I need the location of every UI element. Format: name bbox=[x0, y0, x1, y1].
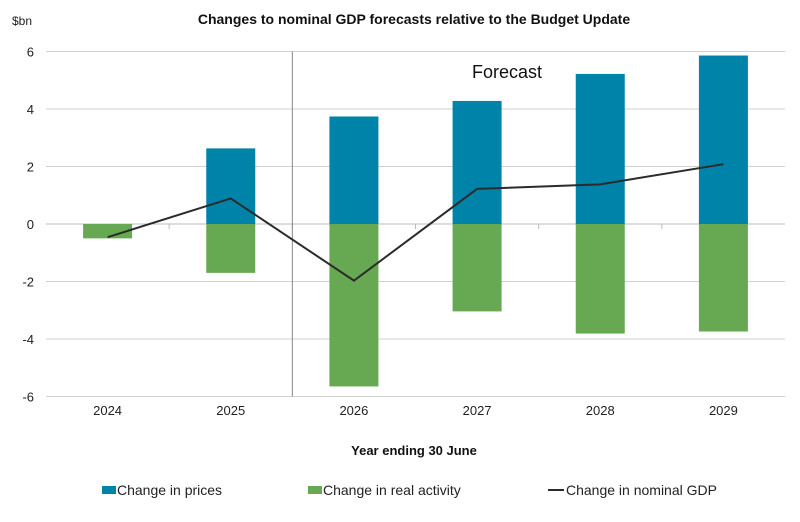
x-tick-label: 2029 bbox=[709, 403, 738, 418]
x-tick-label: 2024 bbox=[93, 403, 122, 418]
bar-change-in-prices bbox=[452, 100, 502, 224]
y-tick-label: -2 bbox=[22, 275, 34, 290]
x-tick-label: 2026 bbox=[339, 403, 368, 418]
legend-swatch bbox=[102, 486, 116, 494]
x-tick-labels: 2024 2025 2026 2027 2028 2029 bbox=[93, 403, 738, 418]
legend-label: Change in nominal GDP bbox=[566, 482, 717, 498]
y-tick-label: -4 bbox=[22, 332, 34, 347]
bar-change-in-prices bbox=[575, 73, 625, 224]
gridlines bbox=[46, 51, 785, 397]
bar-change-in-real-activity bbox=[452, 224, 502, 312]
legend-label: Change in prices bbox=[117, 482, 222, 498]
x-tick-label: 2028 bbox=[586, 403, 615, 418]
line-series bbox=[107, 163, 724, 282]
y-axis-unit: $bn bbox=[12, 14, 32, 28]
x-axis-label: Year ending 30 June bbox=[351, 443, 477, 458]
x-tick-label: 2025 bbox=[216, 403, 245, 418]
bar-change-in-prices bbox=[698, 55, 748, 225]
legend-swatch bbox=[308, 486, 322, 494]
bar-change-in-real-activity bbox=[698, 224, 748, 332]
bar-change-in-real-activity bbox=[575, 224, 625, 334]
chart-title: Changes to nominal GDP forecasts relativ… bbox=[198, 11, 630, 27]
y-tick-label: 6 bbox=[27, 45, 34, 60]
nominal-gdp-line bbox=[107, 163, 724, 282]
y-tick-label: 4 bbox=[27, 102, 34, 117]
bar-change-in-prices bbox=[329, 116, 379, 224]
y-tick-label: 2 bbox=[27, 160, 34, 175]
y-tick-labels: 6 4 2 0 -2 -4 -6 bbox=[22, 45, 34, 405]
bar-change-in-prices bbox=[206, 148, 256, 224]
y-tick-label: 0 bbox=[27, 217, 34, 232]
bar-change-in-real-activity bbox=[83, 224, 133, 239]
y-tick-label: -6 bbox=[22, 390, 34, 405]
bars bbox=[83, 55, 748, 387]
bar-change-in-real-activity bbox=[206, 224, 256, 273]
bar-change-in-real-activity bbox=[329, 224, 379, 387]
legend: Change in prices Change in real activity C… bbox=[102, 482, 717, 498]
x-tick-label: 2027 bbox=[463, 403, 492, 418]
forecast-annotation: Forecast bbox=[472, 62, 542, 82]
legend-label: Change in real activity bbox=[323, 482, 461, 498]
